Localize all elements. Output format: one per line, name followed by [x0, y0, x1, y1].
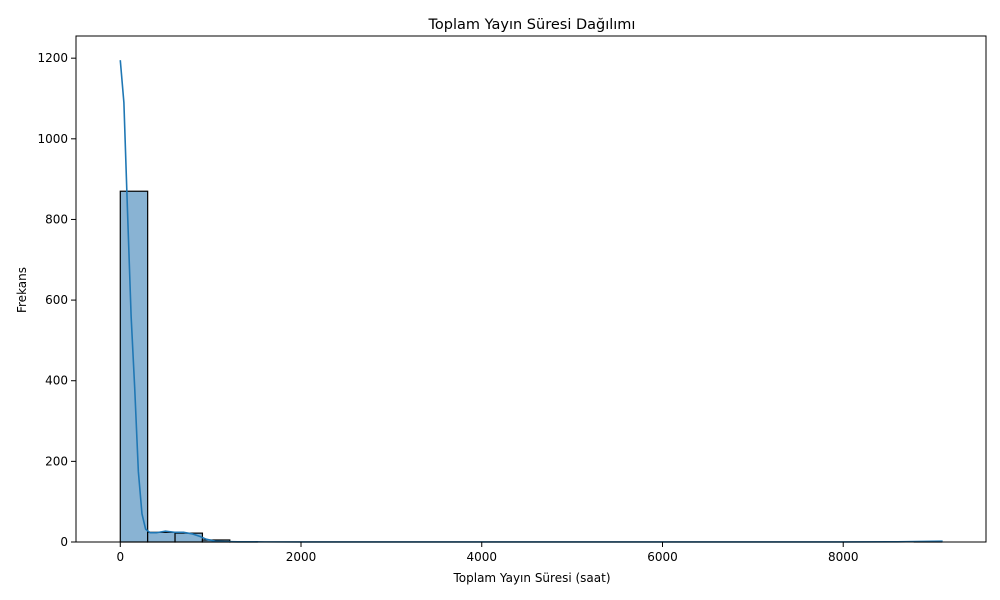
y-tick-label: 400 — [45, 374, 68, 388]
axes-frame — [75, 35, 987, 543]
y-tick-label: 0 — [60, 535, 68, 549]
y-axis-ticks: 0 200 400 600 800 1000 1200 — [37, 51, 76, 549]
y-tick-label: 1200 — [37, 51, 68, 65]
y-tick-label: 200 — [45, 454, 68, 468]
y-tick-label: 800 — [45, 212, 68, 226]
y-axis-label: Frekans — [15, 267, 29, 313]
y-tick-label: 600 — [45, 293, 68, 307]
chart-title: Toplam Yayın Süresi Dağılımı — [428, 17, 636, 33]
x-axis-ticks: 0 2000 4000 6000 8000 — [116, 542, 858, 564]
x-axis-label: Toplam Yayın Süresi (saat) — [452, 571, 610, 585]
x-tick-label: 8000 — [828, 550, 859, 564]
x-tick-label: 0 — [116, 550, 124, 564]
histogram-bar-1 — [147, 531, 176, 543]
kde-curve — [119, 60, 943, 543]
x-tick-label: 6000 — [647, 550, 678, 564]
plot-frame — [75, 35, 987, 543]
y-tick-label: 1000 — [37, 132, 68, 146]
histogram-bar-2 — [174, 532, 204, 543]
x-tick-label: 2000 — [286, 550, 317, 564]
histogram-bars — [119, 190, 943, 543]
kde-curve-layer — [119, 60, 943, 543]
x-tick-label: 4000 — [466, 550, 497, 564]
